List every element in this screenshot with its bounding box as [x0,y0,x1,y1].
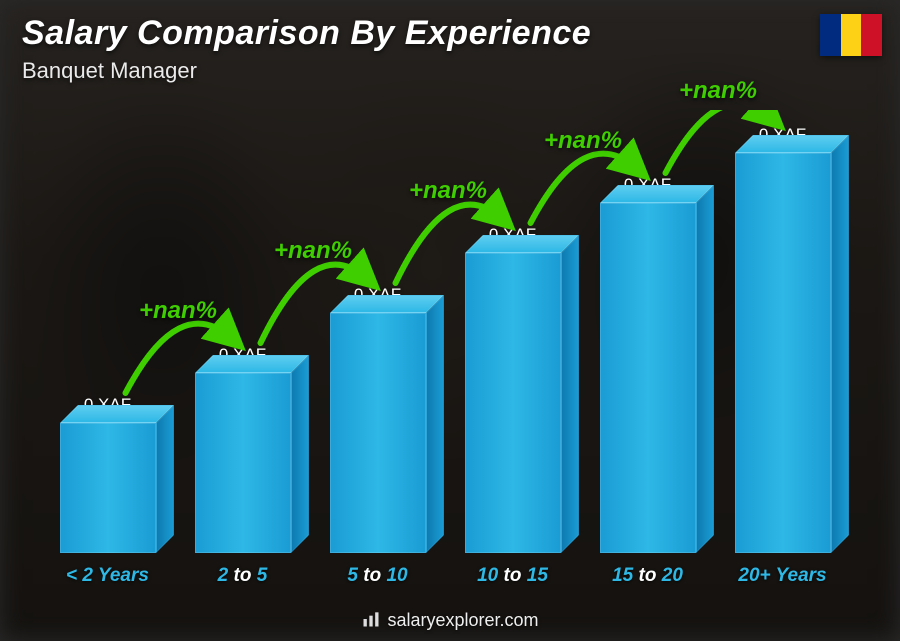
bar-front-face [60,423,156,553]
bar-side-face [831,135,849,553]
bar-slot: 0 XAF [178,373,308,553]
bar-top-face [600,185,714,203]
footer: salaryexplorer.com [0,609,900,631]
pct-change-label: +nan% [139,297,217,325]
flag-stripe-3 [861,14,882,56]
bar-slot: 0 XAF [43,423,173,553]
bar [330,313,426,553]
chart-area: 0 XAF0 XAF0 XAF0 XAF0 XAF0 XAF < 2 Years… [40,110,850,581]
x-axis-label: 10 to 15 [448,565,578,587]
bar-slot: 0 XAF [583,203,713,553]
bar-top-face [735,135,849,153]
bar [60,423,156,553]
pct-change-label: +nan% [544,127,622,155]
flag-stripe-2 [841,14,862,56]
bar [465,253,561,553]
pct-change-label: +nan% [409,177,487,205]
bar [735,153,831,553]
x-axis-label: 5 to 10 [313,565,443,587]
bar-top-face [465,235,579,253]
pct-change-label: +nan% [274,237,352,265]
bar-front-face [465,253,561,553]
x-axis-label: 20+ Years [718,565,848,587]
bar-front-face [330,313,426,553]
bar-front-face [195,373,291,553]
x-axis-labels: < 2 Years2 to 55 to 1010 to 1515 to 2020… [40,565,850,587]
bar-top-face [195,355,309,373]
flag-stripe-1 [820,14,841,56]
bar-side-face [696,185,714,553]
x-axis-label: < 2 Years [43,565,173,587]
bar-front-face [735,153,831,553]
country-flag-icon [820,14,882,56]
footer-text: salaryexplorer.com [387,610,538,630]
bar-side-face [561,235,579,553]
bar-slot: 0 XAF [313,313,443,553]
bar-side-face [156,405,174,553]
pct-change-label: +nan% [679,77,757,105]
bar-slot: 0 XAF [448,253,578,553]
bar-front-face [600,203,696,553]
bar-top-face [60,405,174,423]
chart-title: Salary Comparison By Experience [22,14,591,53]
x-axis-label: 15 to 20 [583,565,713,587]
bar-top-face [330,295,444,313]
x-axis-label: 2 to 5 [178,565,308,587]
bar-side-face [291,355,309,553]
bar-slot: 0 XAF [718,153,848,553]
bar-side-face [426,295,444,553]
chart-container: Salary Comparison By Experience Banquet … [0,0,900,641]
bar [195,373,291,553]
logo-icon [361,609,381,629]
chart-subtitle: Banquet Manager [22,58,197,84]
bar [600,203,696,553]
